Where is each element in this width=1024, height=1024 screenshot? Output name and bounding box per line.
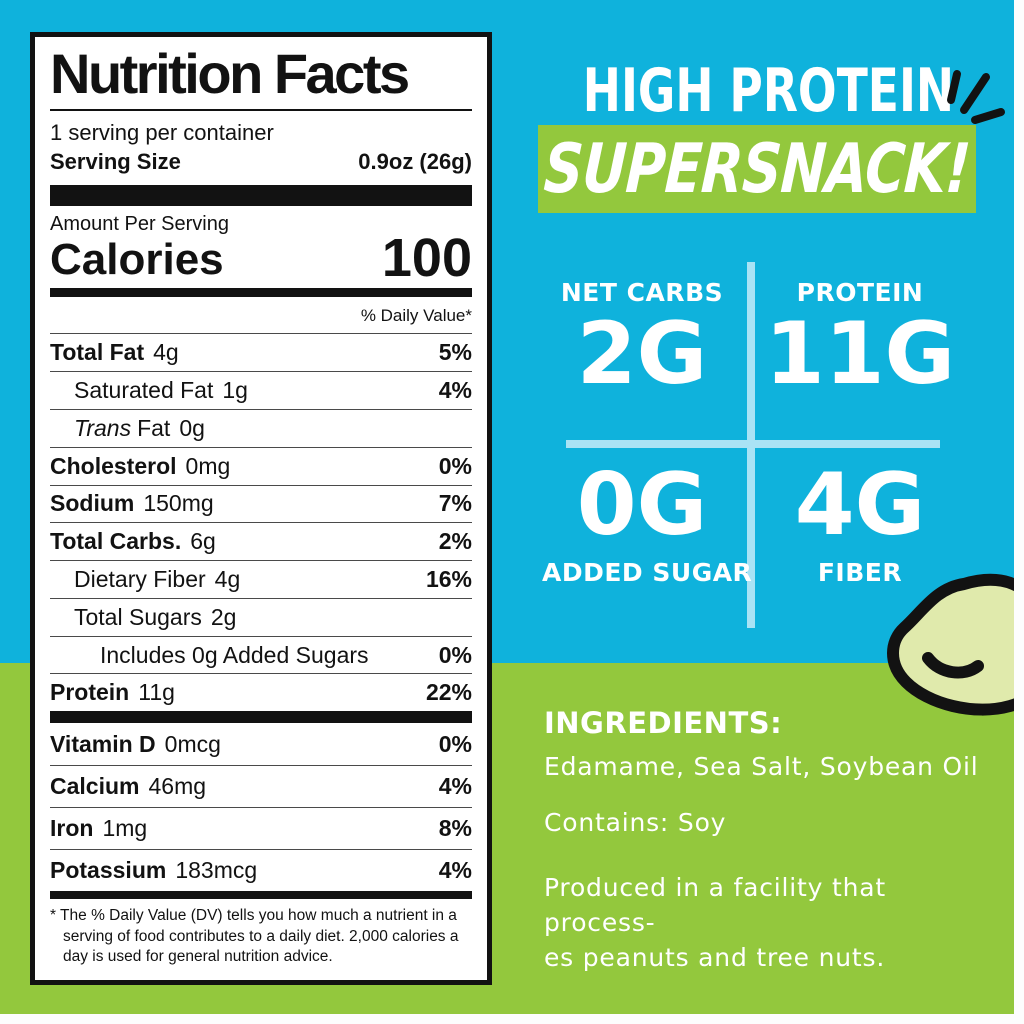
supersnack-banner: SUPERSNACK! (538, 125, 976, 213)
facility-line-1: Produced in a facility that process- (544, 873, 886, 937)
nutrient-row-vitamin-d: Vitamin D 0mcg 0% (50, 730, 472, 757)
daily-value-percent: 22% (425, 679, 472, 706)
daily-value-percent: 7% (438, 490, 472, 517)
thin-separator-bar (50, 891, 472, 900)
macro-label: PROTEIN (796, 278, 924, 307)
nutrient-rows: Total Fat 4g 5% Saturated Fat 1g 4% Trans F… (50, 333, 472, 711)
nutrition-facts-title: Nutrition Facts (50, 42, 410, 105)
nutrient-row-potassium: Potassium 183mcg 4% (50, 849, 472, 891)
thick-separator-bar (50, 711, 472, 724)
ingredients-list: Edamame, Sea Salt, Soybean Oil (544, 752, 979, 781)
macro-grid-horizontal-divider (566, 440, 940, 448)
ingredients-heading: INGREDIENTS: (544, 706, 783, 740)
edamame-bean-illustration (887, 573, 1024, 716)
calories-value: 100 (381, 227, 472, 288)
macro-protein: PROTEIN 11G (760, 278, 960, 397)
serving-size-label: Serving Size (50, 148, 181, 174)
serving-size-row: Serving Size 0.9oz (26g) (50, 149, 472, 175)
daily-value-percent: 4% (438, 857, 472, 884)
macro-value: 4G (794, 455, 926, 555)
nutrient-row-saturated-fat: Saturated Fat 1g 4% (50, 371, 472, 409)
macro-value: 11G (764, 304, 956, 404)
amount-per-serving-label: Amount Per Serving (50, 212, 229, 235)
facility-statement: Produced in a facility that process- es … (544, 870, 994, 975)
nutrient-row-sodium: Sodium 150mg 7% (50, 484, 472, 523)
daily-value-percent: 0% (438, 730, 472, 757)
daily-value-percent: 5% (438, 339, 472, 366)
nutrient-row-iron: Iron 1mg 8% (50, 807, 472, 849)
contains-statement: Contains: Soy (544, 808, 727, 837)
nutrient-row-trans-fat: Trans Fat 0g (50, 408, 472, 447)
macro-added-sugar: 0G ADDED SUGAR (542, 455, 753, 587)
servings-per-container: 1 serving per container (50, 119, 274, 145)
macro-net-carbs: NET CARBS 2G (542, 278, 742, 397)
nutrient-row-added-sugars: Includes 0g Added Sugars 0% (50, 635, 472, 674)
daily-value-percent: 0% (438, 452, 472, 479)
macro-label: ADDED SUGAR (542, 558, 753, 587)
nutrient-row-calcium: Calcium 46mg 4% (50, 765, 472, 807)
daily-value-percent: 2% (438, 528, 472, 555)
serving-size-value: 0.9oz (26g) (358, 148, 472, 174)
daily-value-percent: 4% (438, 377, 472, 403)
daily-value-footnote: * The % Daily Value (DV) tells you how m… (50, 907, 459, 966)
white-edge-right (1014, 0, 1024, 1024)
nutrient-row-total-sugars: Total Sugars 2g (50, 597, 472, 636)
nutrient-row-cholesterol: Cholesterol 0mg 0% (50, 446, 472, 485)
macro-fiber: 4G FIBER (760, 462, 960, 587)
macro-label: NET CARBS (560, 278, 724, 307)
calories-row: Calories 100 (50, 227, 472, 288)
macro-label: FIBER (817, 558, 903, 587)
ingredients-block: INGREDIENTS: Edamame, Sea Salt, Soybean … (544, 706, 994, 975)
supersnack-banner-text: SUPERSNACK! (542, 129, 972, 209)
daily-value-percent: 8% (438, 815, 472, 842)
nutrient-row-total-carbs: Total Carbs. 6g 2% (50, 522, 472, 560)
facility-line-2: es peanuts and tree nuts. (544, 943, 886, 972)
daily-value-header: % Daily Value* (360, 306, 472, 326)
white-edge-bottom (0, 1014, 1024, 1024)
emphasis-burst-icon (947, 70, 1005, 124)
daily-value-percent: 16% (425, 565, 472, 592)
thick-separator-bar (50, 184, 472, 206)
macro-value: 0G (576, 455, 708, 555)
nutrient-row-total-fat: Total Fat 4g 5% (50, 333, 472, 371)
divider-rule (50, 108, 472, 111)
calories-label: Calories (50, 235, 224, 285)
vitamin-rows: Vitamin D 0mcg 0% Calcium 46mg 4% Iron 1mg … (50, 723, 472, 891)
nutrient-row-dietary-fiber: Dietary Fiber 4g 16% (50, 560, 472, 598)
daily-value-percent: 4% (438, 773, 472, 800)
medium-separator-bar (50, 288, 472, 298)
high-protein-headline: HIGH PROTEIN (582, 56, 955, 126)
daily-value-percent: 0% (438, 641, 472, 668)
macro-value: 2G (576, 304, 708, 404)
nutrition-facts-panel: Nutrition Facts 1 serving per container … (30, 32, 492, 985)
nutrient-row-protein: Protein 11g 22% (50, 673, 472, 711)
